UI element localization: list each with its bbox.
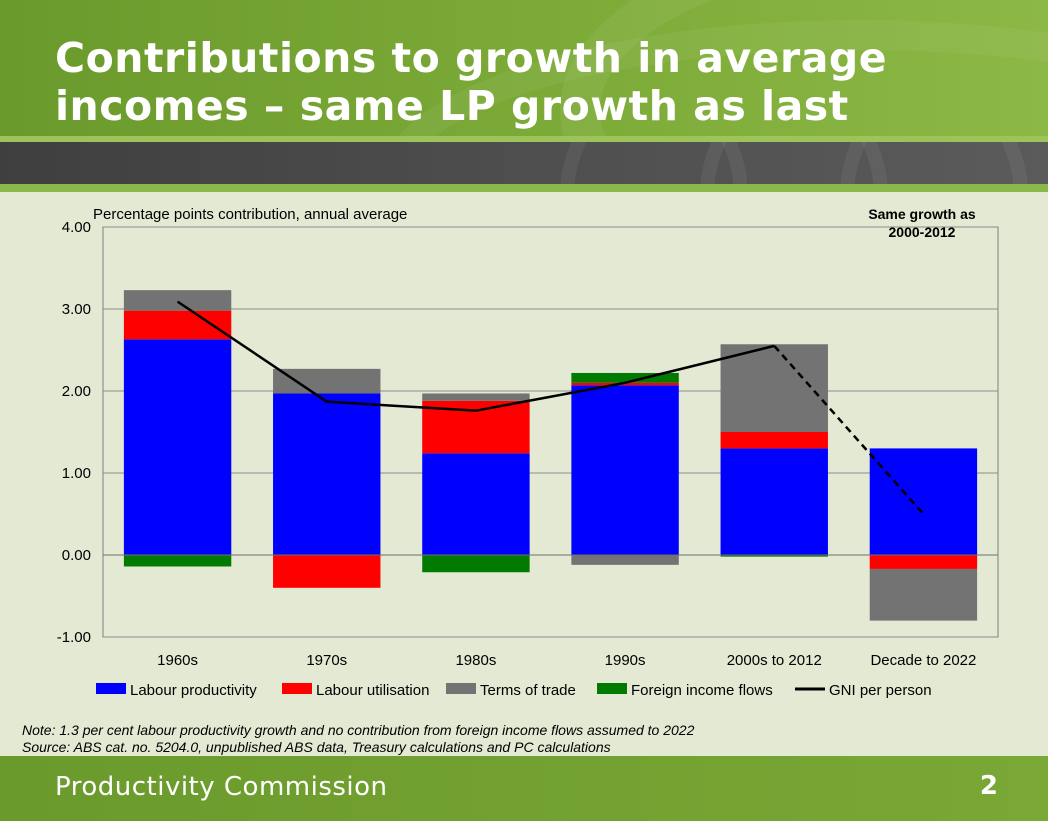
slide-footer: Productivity Commission 2: [0, 756, 1048, 821]
bar-segment-terms-of-trade: [869, 568, 978, 621]
x-tick-label: 1970s: [306, 652, 347, 669]
x-tick-label: 1960s: [157, 652, 198, 669]
x-tick-label: Decade to 2022: [870, 652, 976, 669]
y-tick-label: 2.00: [62, 383, 91, 400]
bar-segment-labour-utilisation: [273, 555, 381, 588]
x-tick-label: 1980s: [455, 652, 496, 669]
y-tick-label: 0.00: [62, 547, 91, 564]
slide-header: Contributions to growth in average incom…: [0, 0, 1048, 136]
bar-segment-terms-of-trade: [720, 344, 828, 432]
bar-segment-foreign-income-flows: [571, 372, 679, 383]
legend-swatch: [282, 683, 312, 694]
slide-title: Contributions to growth in average incom…: [55, 34, 888, 136]
legend-label: Foreign income flows: [631, 682, 773, 699]
y-axis-label: Percentage points contribution, annual a…: [93, 206, 407, 223]
y-tick-label: 1.00: [62, 465, 91, 482]
bar-segment-labour-productivity: [273, 393, 381, 555]
bar-segment-labour-productivity: [422, 453, 530, 555]
bar-segment-labour-utilisation: [720, 432, 828, 449]
legend-label: Terms of trade: [480, 682, 576, 699]
bar-segment-foreign-income-flows: [123, 555, 232, 567]
legend-label: GNI per person: [829, 682, 932, 699]
plot-area: [102, 226, 999, 638]
chart-annotation: Same growth as: [868, 206, 976, 222]
gni-line-dashed: [773, 345, 925, 515]
bar-segment-terms-of-trade: [273, 368, 381, 394]
y-tick-label: -1.00: [57, 629, 91, 646]
bar-segment-terms-of-trade: [123, 290, 232, 311]
bar-segment-terms-of-trade: [422, 393, 530, 401]
y-tick-label: 3.00: [62, 301, 91, 318]
chart-area: -1.00 0.00 1.00 2.00 3.00 4.00 Percentage poin…: [0, 192, 1048, 754]
legend-swatch: [597, 683, 627, 694]
footer-organisation: Productivity Commission: [55, 772, 388, 802]
x-tick-label: 2000s to 2012: [727, 652, 822, 669]
bar-segment-foreign-income-flows: [720, 555, 828, 557]
legend-label: Labour productivity: [130, 682, 257, 699]
chart-note: Note: 1.3 per cent labour productivity g…: [22, 722, 695, 738]
gni-line-solid: [176, 300, 775, 412]
bar-segment-labour-productivity: [869, 448, 978, 555]
band-stripe: [0, 184, 1048, 192]
x-tick-label: 1990s: [605, 652, 646, 669]
header-band: [0, 142, 1048, 184]
chart-annotation: 2000-2012: [889, 224, 956, 240]
bar-segment-foreign-income-flows: [422, 555, 530, 573]
bar-segment-labour-utilisation: [869, 555, 978, 569]
bar-segment-labour-utilisation: [123, 310, 232, 340]
legend-swatch: [446, 683, 476, 694]
legend-label: Labour utilisation: [316, 682, 429, 699]
chart-source: Source: ABS cat. no. 5204.0, unpublished…: [22, 739, 611, 755]
bar-segment-labour-productivity: [123, 339, 232, 555]
page-number: 2: [979, 771, 998, 801]
bar-segment-terms-of-trade: [571, 555, 679, 565]
bar-segment-labour-productivity: [720, 448, 828, 555]
legend-swatch: [96, 683, 126, 694]
header-stripe: [0, 136, 1048, 142]
y-tick-label: 4.00: [62, 219, 91, 236]
band-decoration: [840, 142, 1028, 184]
bar-segment-labour-productivity: [571, 385, 679, 555]
